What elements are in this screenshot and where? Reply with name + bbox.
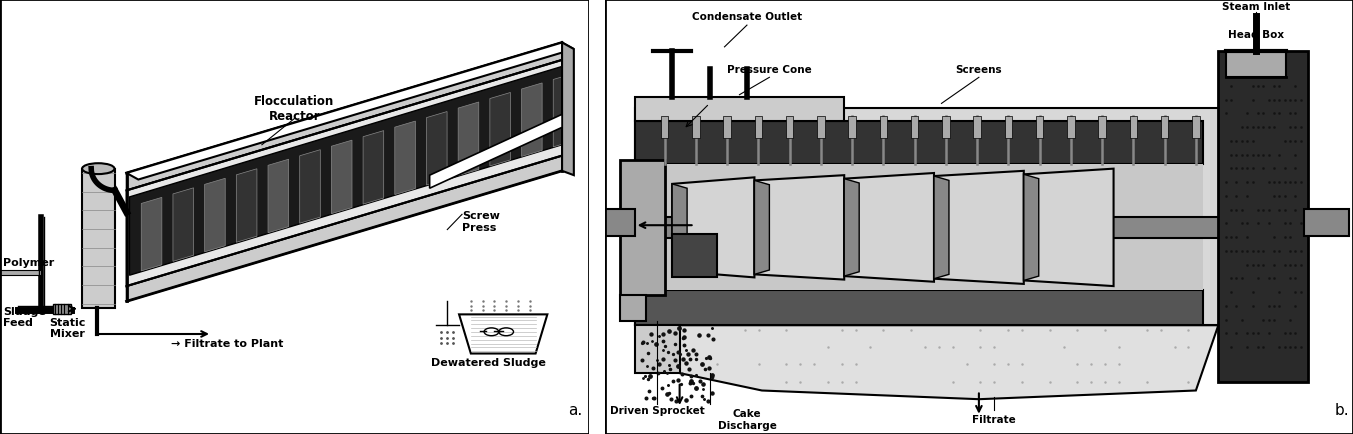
Text: Head Box: Head Box xyxy=(1227,30,1284,39)
Text: Dewatered Sludge: Dewatered Sludge xyxy=(432,358,547,367)
Polygon shape xyxy=(127,61,561,286)
Text: Polymer: Polymer xyxy=(3,258,54,267)
Polygon shape xyxy=(1024,169,1114,286)
Ellipse shape xyxy=(83,164,115,174)
Bar xyxy=(83,169,115,308)
Bar xyxy=(1005,117,1012,139)
Text: Steam Inlet: Steam Inlet xyxy=(1222,2,1289,11)
Polygon shape xyxy=(490,93,510,167)
Bar xyxy=(635,291,1203,326)
Bar xyxy=(848,117,856,139)
Bar xyxy=(911,117,919,139)
Text: Condensate Outlet: Condensate Outlet xyxy=(691,13,802,22)
Bar xyxy=(817,117,824,139)
Bar xyxy=(755,117,762,139)
Polygon shape xyxy=(127,156,561,302)
Bar xyxy=(620,161,664,295)
Bar xyxy=(1161,117,1169,139)
Bar xyxy=(635,217,1234,239)
Bar xyxy=(724,117,731,139)
Polygon shape xyxy=(395,122,415,195)
Bar xyxy=(693,117,700,139)
Bar xyxy=(786,117,793,139)
Polygon shape xyxy=(300,150,321,224)
Text: Static
Mixer: Static Mixer xyxy=(50,317,85,339)
Text: Screens: Screens xyxy=(955,65,1003,74)
Polygon shape xyxy=(672,184,687,271)
Polygon shape xyxy=(672,178,755,278)
Bar xyxy=(942,117,950,139)
Bar xyxy=(1218,43,1293,44)
Polygon shape xyxy=(755,176,844,280)
Polygon shape xyxy=(127,43,574,180)
Bar xyxy=(635,98,844,122)
Polygon shape xyxy=(127,43,561,191)
Bar xyxy=(1226,52,1285,78)
Bar xyxy=(605,210,635,237)
Bar xyxy=(1192,117,1200,139)
Polygon shape xyxy=(331,141,352,214)
Bar xyxy=(620,295,645,321)
Text: → Filtrate to Plant: → Filtrate to Plant xyxy=(170,338,283,348)
Polygon shape xyxy=(844,179,859,276)
Polygon shape xyxy=(521,84,543,157)
Polygon shape xyxy=(173,188,193,262)
Polygon shape xyxy=(459,103,479,176)
Polygon shape xyxy=(561,43,574,176)
Text: Pressure Cone: Pressure Cone xyxy=(727,65,812,74)
Polygon shape xyxy=(363,132,384,205)
Text: Filtrate: Filtrate xyxy=(971,414,1016,424)
Bar xyxy=(635,326,679,373)
Polygon shape xyxy=(204,179,225,252)
Polygon shape xyxy=(426,112,446,186)
Polygon shape xyxy=(459,315,548,354)
Bar xyxy=(635,165,1203,291)
Polygon shape xyxy=(844,174,934,282)
Text: Flocculation
Reactor: Flocculation Reactor xyxy=(254,95,334,122)
Bar xyxy=(660,117,668,139)
Bar xyxy=(635,122,1203,165)
Bar xyxy=(53,304,70,315)
Bar xyxy=(672,234,717,278)
Polygon shape xyxy=(430,115,561,189)
Bar xyxy=(1036,117,1043,139)
Polygon shape xyxy=(268,160,288,233)
Polygon shape xyxy=(553,74,574,148)
Bar xyxy=(1130,117,1137,139)
Polygon shape xyxy=(679,326,1218,399)
Polygon shape xyxy=(934,171,1024,284)
Bar xyxy=(879,117,888,139)
Bar xyxy=(1099,117,1105,139)
Polygon shape xyxy=(130,67,561,276)
Text: Screw
Press: Screw Press xyxy=(461,210,499,232)
Polygon shape xyxy=(141,198,162,271)
Bar xyxy=(635,108,1293,326)
Bar xyxy=(1218,52,1308,382)
Polygon shape xyxy=(755,181,770,275)
Text: Cake
Discharge: Cake Discharge xyxy=(717,408,777,430)
Bar xyxy=(973,117,981,139)
Bar xyxy=(1304,210,1349,237)
Polygon shape xyxy=(934,177,948,279)
Text: b.: b. xyxy=(1334,402,1349,417)
Bar xyxy=(0,270,41,276)
Text: a.: a. xyxy=(568,402,582,417)
Bar xyxy=(1068,117,1074,139)
Text: Sludge
Feed: Sludge Feed xyxy=(3,306,46,328)
Polygon shape xyxy=(237,169,257,243)
Text: Driven Sprocket: Driven Sprocket xyxy=(610,405,705,415)
Polygon shape xyxy=(1024,175,1039,281)
